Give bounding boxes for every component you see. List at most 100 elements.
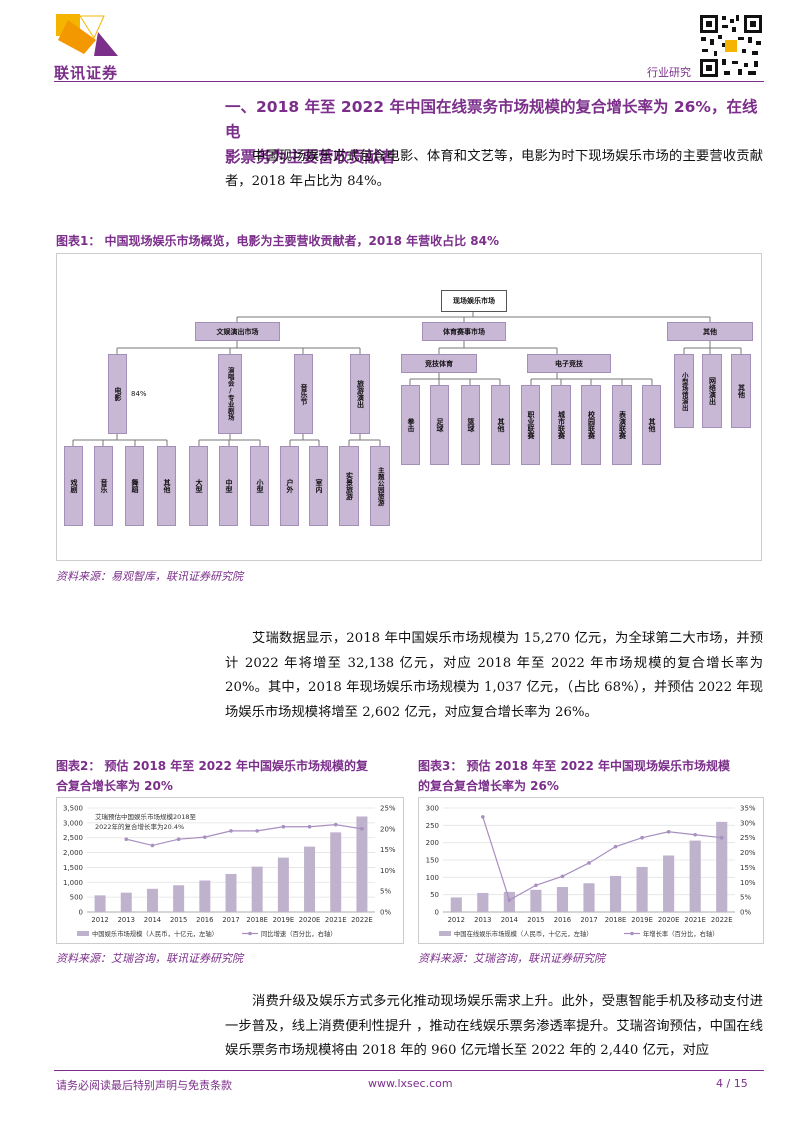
x-tick-label: 2021E <box>325 916 347 924</box>
logo-icon <box>56 14 118 56</box>
org-l1-wenyu: 文娱演出市场 <box>195 322 280 341</box>
bar <box>583 883 595 912</box>
y-right-tick-label: 20% <box>380 825 396 833</box>
y-left-tick-label: 50 <box>430 891 439 899</box>
legend-bar-swatch <box>439 931 451 936</box>
figure2-source: 资料来源：艾瑞咨询，联讯证券研究院 <box>56 952 243 965</box>
x-tick-label: 2022E <box>711 916 733 924</box>
growth-point <box>229 829 233 833</box>
footer-rule <box>54 1070 764 1071</box>
x-tick-label: 2019E <box>631 916 653 924</box>
section-heading: 一、2018 年至 2022 年中国在线票务市场规模的复合增长率为 26%，在线… <box>225 95 770 170</box>
x-tick-label: 2020E <box>658 916 680 924</box>
org-esports-child: 职业联赛 <box>521 385 540 465</box>
bar <box>663 855 675 912</box>
growth-point <box>613 844 618 849</box>
org-other-child-label: 小型场馆演出 <box>680 371 689 411</box>
legend-line-label: 同比增速（百分比，右轴） <box>261 929 337 938</box>
figure3-chart-frame: 0 50 100 150 200 250 300 0% 5% 10% 15% 20% 25% 30% 35%… <box>418 797 764 944</box>
figure1-org-chart: 现场娱乐市场 文娱演出市场 体育赛事市场 其他 电影 84% 演唱会/专业剧场 … <box>56 253 762 561</box>
y-right-tick-label: 30% <box>740 819 756 827</box>
y-right-tick-label: 5% <box>740 894 751 902</box>
org-esports-child: 校园联赛 <box>581 385 601 465</box>
org-festival-child-label: 室内 <box>315 479 323 493</box>
footer-page-number: 4 / 15 <box>716 1077 748 1090</box>
figure3-title-line1: 图表3： 预估 2018 年至 2022 年中国现场娱乐市场规模 <box>418 759 731 773</box>
legend-line-marker <box>248 931 252 936</box>
x-tick-label: 2021E <box>684 916 706 924</box>
org-sports-child: 拳击 <box>401 385 420 465</box>
bar <box>330 832 342 912</box>
footer-disclaimer: 请务必阅读最后特别声明与免责条款 <box>56 1079 232 1092</box>
y-left-tick-label: 200 <box>426 839 439 847</box>
growth-point <box>640 835 644 840</box>
org-sports-child: 篮球 <box>461 385 480 465</box>
y-right-tick-label: 15% <box>740 864 756 872</box>
section-heading-line1: 一、2018 年至 2022 年中国在线票务市场规模的复合增长率为 26%，在线… <box>225 98 758 141</box>
y-right-tick-label: 0% <box>740 909 751 917</box>
growth-point <box>360 827 364 831</box>
bar <box>356 816 368 912</box>
growth-point <box>255 829 259 833</box>
legend-bar-swatch <box>77 931 89 936</box>
org-l1-sports: 体育赛事市场 <box>422 322 506 341</box>
y-right-tick-label: 10% <box>740 879 756 887</box>
growth-point <box>560 874 565 879</box>
growth-point <box>150 843 155 848</box>
bar <box>277 857 289 912</box>
org-concert-child: 小型 <box>250 446 269 526</box>
y-right-tick-label: 20% <box>740 849 756 857</box>
org-movie-child: 音乐 <box>94 446 113 526</box>
org-festival-label: 音乐节 <box>300 383 308 405</box>
growth-point <box>333 822 338 827</box>
bar <box>609 875 622 912</box>
x-tick-label: 2019E <box>273 916 295 924</box>
org-sports-esports: 电子竞技 <box>527 354 611 373</box>
org-sports-child: 其他 <box>491 385 510 465</box>
x-tick-label: 2013 <box>118 916 135 924</box>
org-movie-share: 84% <box>131 390 147 398</box>
chart-annotation: 2022年的复合增长率为20.4% <box>95 822 184 831</box>
org-movie-child-label: 戏剧 <box>70 479 78 493</box>
bar <box>304 846 316 912</box>
legend-line-label: 年增长率（百分比，右轴） <box>643 929 719 938</box>
org-festival-child: 户外 <box>280 446 299 526</box>
figure1-source: 资料来源：易观智库，联讯证券研究院 <box>56 570 243 583</box>
org-concert-child: 中型 <box>219 446 238 526</box>
chart-annotation: 艾瑞预估中国娱乐市场规模2018至 <box>95 812 197 821</box>
company-logo <box>54 12 124 60</box>
org-festival-child: 室内 <box>309 446 328 526</box>
bar <box>716 821 728 912</box>
org-esports-child-label: 其他 <box>648 418 656 432</box>
y-right-tick-label: 35% <box>740 805 756 813</box>
y-right-tick-label: 25% <box>380 805 396 813</box>
growth-point <box>534 883 538 888</box>
x-tick-label: 2014 <box>144 916 161 924</box>
org-festival-child-label: 户外 <box>286 479 294 493</box>
x-tick-label: 2016 <box>196 916 213 924</box>
figure2-chart: 0 500 1,000 1,500 2,000 2,500 3,000 3,500 0% 5% 10… <box>63 805 396 939</box>
org-sports-child: 足球 <box>430 385 449 465</box>
figure3-title-line2: 的复合复合增长率为 26% <box>418 779 559 793</box>
x-tick-label: 2020E <box>299 916 321 924</box>
y-left-tick-label: 300 <box>426 805 439 813</box>
org-other-child: 其他 <box>731 354 751 428</box>
org-concert-child-label: 小型 <box>256 479 264 493</box>
legend-bar-label: 中国娱乐市场规模（人民币，十亿元，左轴） <box>92 929 218 938</box>
x-tick-label: 2018E <box>246 916 268 924</box>
growth-point <box>719 835 724 840</box>
org-sports-competitive: 竞技体育 <box>401 354 477 373</box>
figure1-title: 图表1： 中国现场娱乐市场概览，电影为主要营收贡献者，2018 年营收占比 84… <box>56 234 500 248</box>
org-tour-child-label: 实景旅游 <box>345 472 354 500</box>
paragraph-2: 艾瑞数据显示，2018 年中国娱乐市场规模为 15,270 亿元，为全球第二大市… <box>225 631 763 720</box>
qr-code <box>698 13 764 79</box>
x-tick-label: 2017 <box>580 916 597 924</box>
org-other-child: 网络演出 <box>702 354 722 428</box>
bar <box>251 866 263 912</box>
bar <box>146 888 158 912</box>
org-sports-child-label: 拳击 <box>407 418 415 432</box>
org-root: 现场娱乐市场 <box>441 290 507 312</box>
y-left-tick-label: 100 <box>426 874 439 882</box>
org-movie-child: 舞蹈 <box>125 446 144 526</box>
figure2-title-line2: 合复合增长率为 20% <box>56 779 173 793</box>
